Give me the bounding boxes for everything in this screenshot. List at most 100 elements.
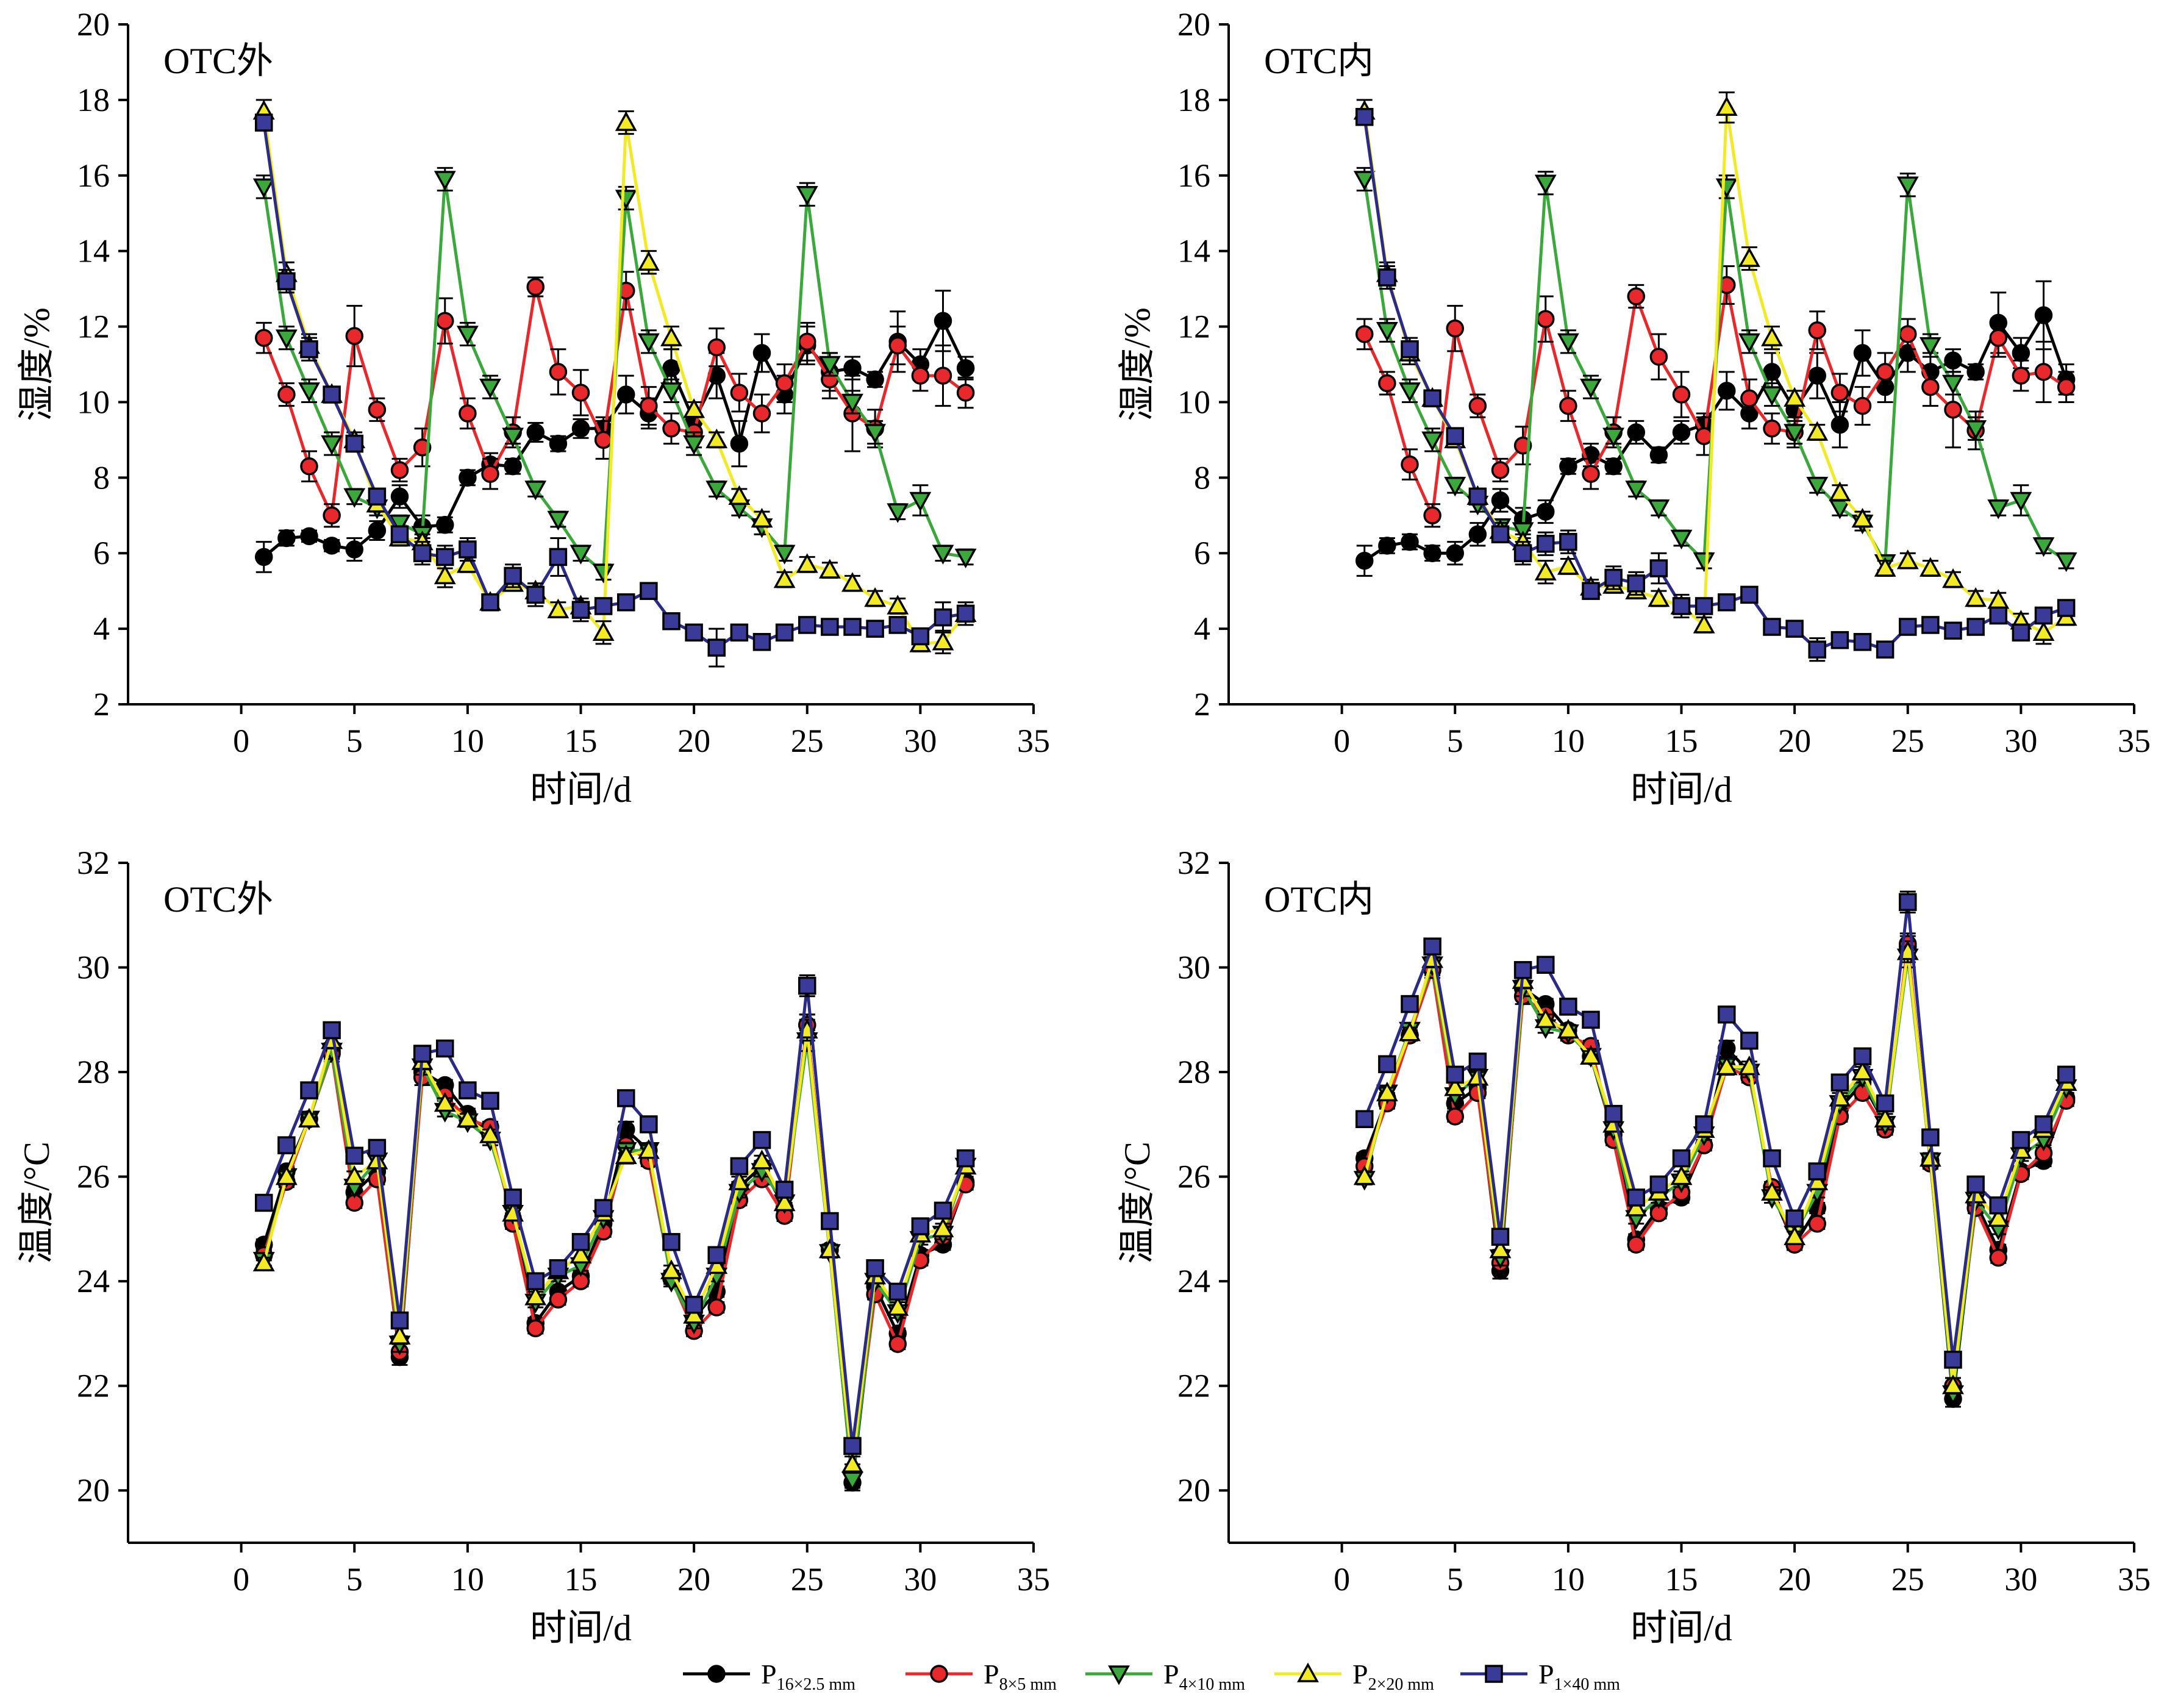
data-point [1670,1165,1693,1185]
y-tick-label: 20 [77,1472,110,1509]
data-point [956,604,975,623]
x-tick-label: 30 [904,723,937,759]
data-point [775,1181,794,1199]
data-point [549,434,568,453]
data-point [1876,363,1895,381]
data-point [1966,1175,1985,1194]
data-point [547,510,570,531]
data-point [300,1081,318,1099]
data-point [1715,1055,1738,1076]
data-point [932,631,954,651]
data-point [707,338,726,357]
data-point [752,404,771,423]
series-2 [255,1013,975,1481]
y-tick-label: 32 [1177,845,1210,881]
data-point [1355,325,1374,343]
data-point [752,1131,771,1149]
y-tick-label: 12 [77,309,110,345]
series-line [262,1039,967,1482]
x-tick-label: 0 [1334,723,1350,759]
data-point [1468,1052,1487,1071]
data-point [298,382,320,402]
x-tick-label: 20 [677,1561,710,1598]
data-point [456,1107,479,1127]
data-point [1627,287,1645,306]
data-point [1446,427,1464,445]
data-point [1627,574,1645,593]
data-point [1557,333,1579,353]
data-point [1513,961,1532,979]
data-point [864,424,887,444]
data-point [617,385,635,404]
legend-label: P4×10 mm [1163,1659,1245,1694]
legend-label: P16×2.5 mm [761,1659,855,1694]
x-tick-label: 35 [1017,723,1050,759]
data-point [1534,560,1557,581]
data-point [2034,606,2053,625]
series-line [262,1028,967,1466]
y-tick-label: 8 [1194,459,1210,496]
data-point [888,616,907,634]
x-tick-label: 0 [1334,1561,1350,1598]
x-tick-label: 25 [791,723,824,759]
data-point [1534,1008,1557,1029]
data-point [434,1092,456,1112]
data-point [662,612,680,631]
data-point [775,623,794,642]
series-4 [1353,940,2077,1395]
data-point [932,1217,954,1238]
data-point [277,385,296,404]
x-tick-label: 15 [565,723,598,759]
legend-label: P8×5 mm [984,1659,1057,1694]
x-tick-label: 35 [2118,723,2151,759]
data-point [434,171,456,191]
y-tick-label: 20 [1177,1472,1210,1509]
y-tick-label: 18 [1177,82,1210,118]
y-tick-label: 6 [93,535,110,571]
y-tick-label: 30 [1177,949,1210,986]
x-tick-label: 20 [1778,1561,1811,1598]
data-point [752,633,771,651]
data-point [887,503,909,523]
data-point [1740,389,1759,407]
data-point [1446,1065,1464,1084]
data-point [934,1201,952,1220]
y-axis-title: 温度/°C [16,1142,57,1264]
data-point [524,1285,547,1306]
data-point [526,277,545,296]
data-point [866,620,884,638]
data-point [504,566,522,585]
y-tick-label: 2 [93,686,110,723]
y-tick-label: 16 [77,157,110,194]
data-point [1899,618,1917,636]
data-point [436,312,454,331]
data-point [818,559,841,579]
data-point [1401,455,1419,474]
data-point [1649,446,1668,464]
data-point [956,359,975,377]
x-tick-label: 0 [233,723,249,759]
data-point [390,461,409,479]
data-point [1966,618,1985,636]
data-point [345,434,363,453]
y-tick-label: 14 [1177,233,1210,270]
data-point [1808,640,1826,659]
data-point [637,251,660,271]
data-point [1693,613,1715,634]
data-point [1899,325,1917,343]
data-point [1808,321,1826,340]
data-point [1919,337,1941,357]
data-point [1649,348,1668,366]
x-tick-label: 10 [1552,723,1585,759]
chart-panel-4: 20 22 24 26 28 30 32 0 5 10 15 20 25 30 35 时间/d 温度/°C OTC… [1117,845,2151,1648]
data-point [526,1319,545,1338]
data-point [1491,491,1510,510]
data-point [2032,621,2055,641]
data-point [366,1149,388,1170]
data-point [571,420,590,438]
data-point [345,327,363,345]
data-point [2055,552,2077,573]
data-point [1446,319,1464,338]
data-point [1942,1374,1964,1395]
data-point [1718,593,1736,612]
